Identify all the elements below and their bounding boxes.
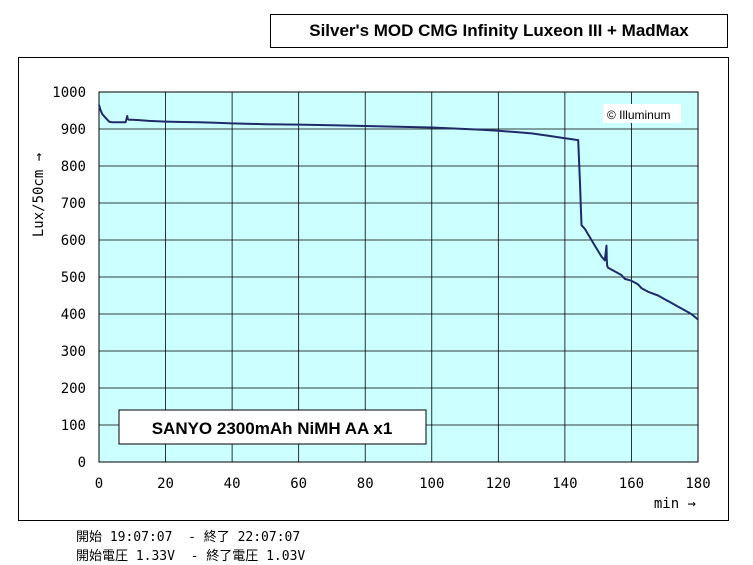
x-tick-label: 80: [357, 476, 374, 492]
x-tick-label: 160: [619, 476, 644, 492]
x-tick-label: 120: [486, 476, 511, 492]
x-tick-label: 60: [290, 476, 307, 492]
watermark-text: © Illuminum: [607, 108, 671, 122]
x-tick-label: 100: [419, 476, 444, 492]
annotation-text: SANYO 2300mAh NiMH AA x1: [152, 419, 393, 438]
y-tick-label: 800: [61, 159, 86, 175]
y-tick-label: 300: [61, 344, 86, 360]
y-tick-label: 0: [78, 455, 86, 471]
x-tick-label: 180: [685, 476, 710, 492]
x-tick-label: 40: [224, 476, 241, 492]
y-tick-label: 500: [61, 270, 86, 286]
chart-title: Silver's MOD CMG Infinity Luxeon III + M…: [270, 14, 728, 48]
y-tick-label: 400: [61, 307, 86, 323]
y-tick-label: 900: [61, 122, 86, 138]
series-line: [98, 104, 699, 321]
y-tick-label: 100: [61, 418, 86, 434]
y-tick-label: 700: [61, 196, 86, 212]
y-tick-label: 1000: [52, 85, 86, 101]
footer-start-end-time: 開始 19:07:07 - 終了 22:07:07: [76, 530, 301, 545]
y-tick-label: 200: [61, 381, 86, 397]
x-axis-label: min →: [654, 496, 696, 512]
annotation-box: [118, 409, 427, 445]
plot-border: [98, 91, 699, 463]
y-tick-label: 600: [61, 233, 86, 249]
footer-start-end-voltage: 開始電圧 1.33V - 終了電圧 1.03V: [76, 549, 306, 564]
x-tick-label: 0: [95, 476, 103, 492]
x-tick-label: 140: [552, 476, 577, 492]
watermark-box: [603, 104, 681, 123]
x-tick-label: 20: [157, 476, 174, 492]
y-axis-label: Lux/50cm →: [31, 153, 47, 237]
